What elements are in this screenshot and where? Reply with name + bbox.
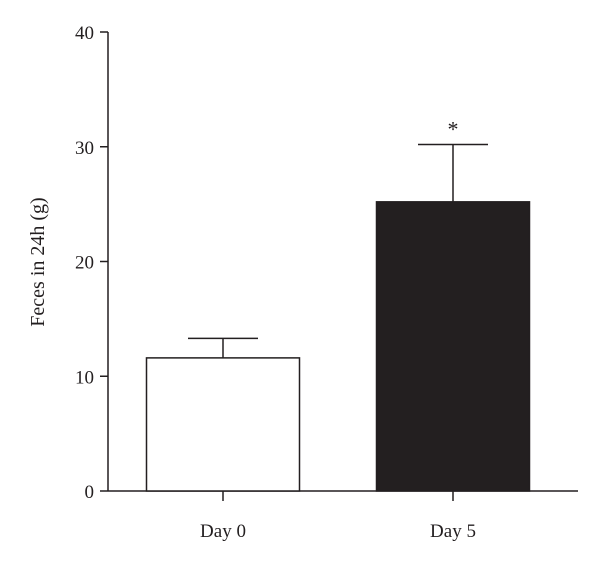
y-tick-label-10: 10 — [75, 367, 94, 388]
bars: * — [145, 116, 531, 492]
y-tick-label-40: 40 — [75, 23, 94, 44]
y-axis-title: Feces in 24h (g) — [27, 197, 49, 326]
y-axis: 0 10 20 30 40 — [75, 23, 109, 503]
x-tick-label-day-5: Day 5 — [430, 521, 476, 542]
y-tick-label-0: 0 — [85, 482, 95, 503]
significance-marker: * — [448, 116, 459, 141]
x-axis: Day 0 Day 5 — [108, 490, 578, 542]
y-tick-label-30: 30 — [75, 138, 94, 159]
bar-day-0 — [145, 357, 301, 492]
y-tick-label-20: 20 — [75, 253, 94, 274]
x-tick-label-day-0: Day 0 — [200, 521, 246, 542]
bar-day-5 — [375, 201, 531, 492]
